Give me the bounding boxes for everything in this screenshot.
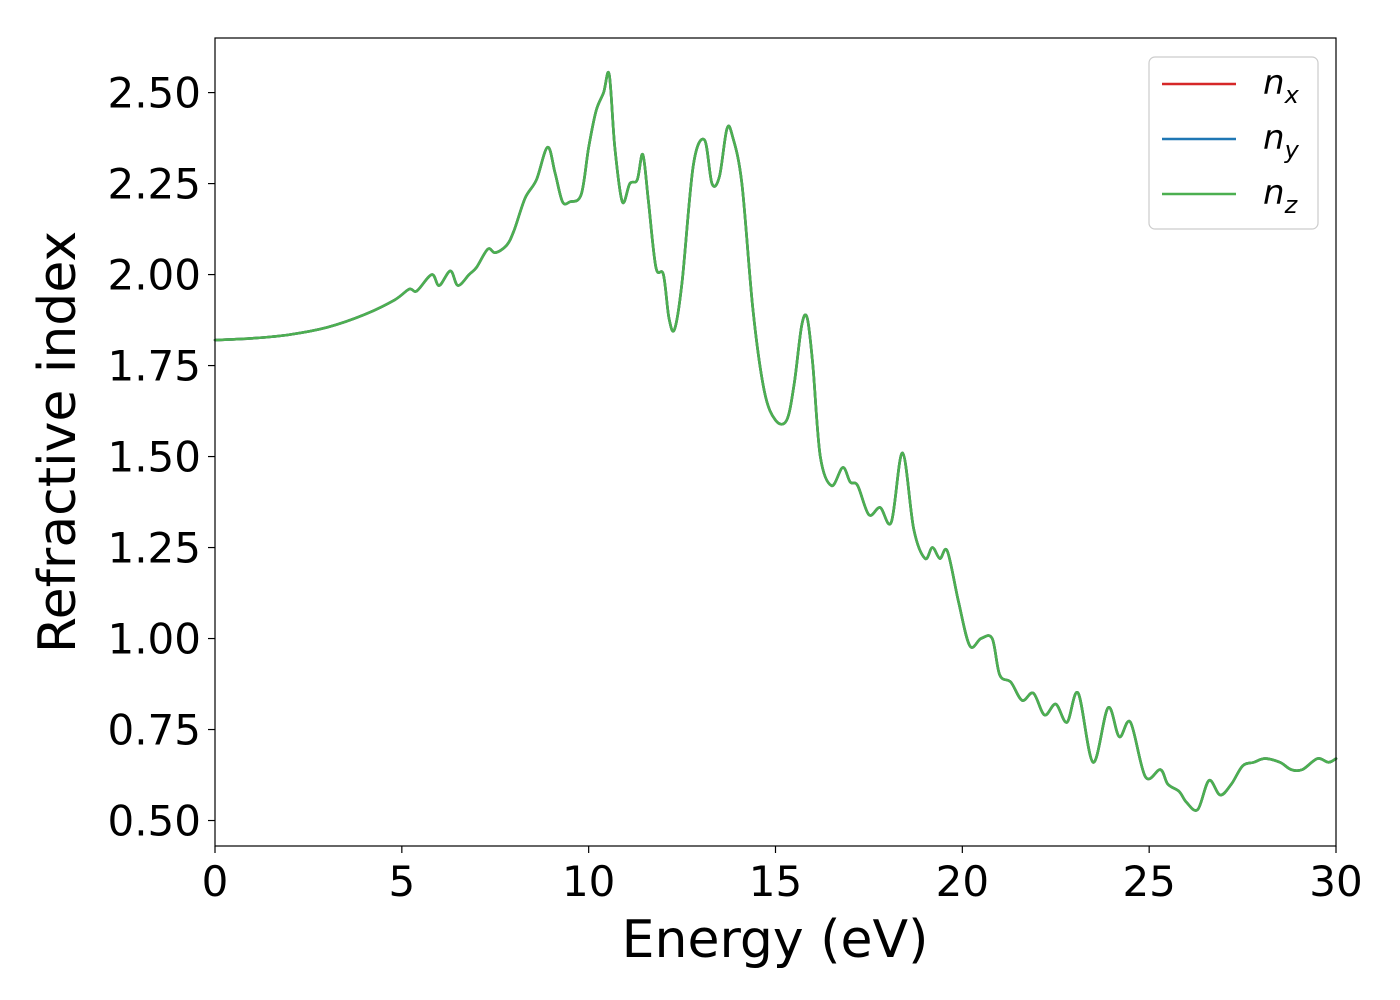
- legend-box: [1148, 56, 1319, 230]
- legend-label-y: ny: [1263, 118, 1300, 164]
- y-axis-title: Refractive index: [28, 231, 88, 653]
- legend-label-subscript: z: [1284, 191, 1299, 219]
- legend-label-base: n: [1263, 118, 1285, 158]
- x-axis-ticks: 0 5 10 15 20 25 30: [202, 846, 1363, 906]
- x-tick-label: 0: [202, 857, 229, 906]
- x-tick-label: 10: [562, 857, 615, 906]
- legend-label-subscript: y: [1284, 136, 1300, 164]
- x-tick-label: 30: [1309, 857, 1362, 906]
- y-tick-label: 0.50: [107, 797, 201, 846]
- y-tick-label: 1.50: [107, 433, 201, 482]
- y-tick-label: 0.75: [107, 706, 201, 755]
- x-tick-label: 20: [936, 857, 989, 906]
- legend-label-subscript: x: [1284, 81, 1300, 109]
- y-tick-label: 1.25: [107, 524, 201, 573]
- y-tick-label: 1.00: [107, 615, 201, 664]
- legend-label-base: n: [1263, 63, 1285, 103]
- y-tick-label: 2.50: [107, 69, 201, 118]
- series-line-n-z: [213, 71, 1338, 812]
- y-tick-label: 1.75: [107, 342, 201, 391]
- series-layer: [213, 71, 1338, 812]
- x-axis-title: Energy (eV): [622, 910, 929, 970]
- y-axis-ticks: 0.50 0.75 1.00 1.25 1.50 1.75 2.00 2.25 2.50: [107, 69, 215, 846]
- x-tick-label: 25: [1122, 857, 1175, 906]
- y-tick-label: 2.25: [107, 160, 201, 209]
- x-tick-label: 5: [388, 857, 415, 906]
- legend-label-base: n: [1263, 173, 1285, 213]
- legend-label-z: nz: [1263, 173, 1299, 219]
- legend-label-x: nx: [1263, 63, 1300, 109]
- y-tick-label: 2.00: [107, 251, 201, 300]
- x-tick-label: 15: [749, 857, 802, 906]
